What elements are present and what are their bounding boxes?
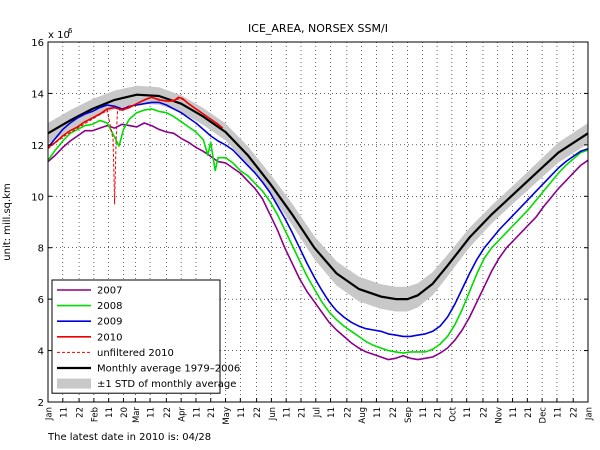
x-tick-label: 22 (389, 407, 399, 418)
x-tick-label: 11 (147, 407, 157, 418)
x-tick-label: 21 (434, 407, 444, 418)
axis-layer: 2 4 6 8 10 12 14 16 Jan 11 22 Feb 11 20 Mar 11 22 Apr 11 21… (31, 38, 594, 425)
series-layer (47, 93, 589, 361)
y-tick-label: 2 (38, 398, 44, 409)
y-multiplier-label: x 10 (48, 30, 70, 41)
x-tick-label: Aug (358, 407, 368, 424)
y-axis-label: unit: mill.sq.km (2, 183, 13, 260)
x-tick-label: Mar (132, 407, 142, 424)
y-multiplier-exponent: 6 (68, 27, 73, 35)
plot-frame (47, 41, 589, 403)
x-tick-label: 22 (479, 407, 489, 418)
y-tick-label: 10 (31, 192, 44, 203)
x-tick-label: 22 (343, 407, 353, 418)
legend-label: unfiltered 2010 (97, 348, 174, 359)
x-tick-label: 22 (570, 407, 580, 418)
x-tick-label: 11 (105, 407, 115, 418)
x-tick-label: 11 (463, 407, 473, 418)
y-tick-label: 6 (38, 295, 44, 306)
y-tick-label: 4 (38, 347, 44, 358)
std-band (48, 85, 588, 312)
x-tick-label: Oct (448, 406, 458, 421)
x-tick-label: 21 (207, 407, 217, 418)
x-tick-label: 11 (419, 407, 429, 418)
y-tick-label: 12 (31, 141, 44, 152)
series-line-2010 (47, 96, 224, 149)
x-tick-label: 22 (76, 407, 86, 418)
series-line-2007 (47, 122, 589, 361)
x-tick-label: 11 (237, 407, 247, 418)
x-tick-label: 22 (163, 407, 173, 418)
y-tick-label: 16 (31, 38, 44, 49)
latest-date-note: The latest date in 2010 is: 04/28 (48, 432, 212, 443)
x-tick-label: 21 (524, 407, 534, 418)
legend-label: Monthly average 1979–2006 (97, 364, 240, 375)
legend-swatch (57, 378, 91, 389)
legend-label: 2009 (97, 317, 122, 328)
series-line-2009 (47, 101, 589, 338)
x-tick-label: 11 (373, 407, 383, 418)
series-line-monthly-average (47, 93, 589, 301)
x-tick-label: 11 (553, 407, 563, 418)
x-tick-label: 21 (297, 407, 307, 418)
legend-label: 2010 (97, 332, 122, 343)
x-tick-label: Jan (45, 407, 55, 421)
x-tick-label: 20 (120, 407, 130, 418)
x-tick-label: 22 (253, 407, 263, 418)
x-tick-label: 11 (59, 407, 69, 418)
x-tick-label: Dec (539, 407, 549, 424)
legend-label: 2008 (97, 301, 122, 312)
y-tick-label: 14 (31, 89, 44, 100)
x-tick-label: 11 (509, 407, 519, 418)
x-tick-label: Apr (178, 407, 188, 422)
std-band-layer (48, 85, 588, 312)
x-tick-label: 11 (283, 407, 293, 418)
legend-label: ±1 STD of monthly average (97, 379, 236, 390)
x-tick-label: 11 (192, 407, 202, 418)
x-tick-label: Jan (585, 407, 595, 421)
y-tick-label: 8 (38, 244, 44, 255)
x-tick-label: Feb (90, 407, 100, 422)
x-tick-label: Jun (268, 407, 278, 421)
chart-title: ICE_AREA, NORSEX SSM/I (248, 22, 388, 35)
x-tick-label: 11 (327, 407, 337, 418)
series-line-2008 (47, 108, 589, 354)
x-tick-label: May (222, 407, 232, 425)
x-tick-label: Sep (404, 407, 414, 423)
legend-label: 2007 (97, 286, 122, 297)
x-tick-label: Nov (494, 407, 504, 424)
legend: 2007 2008 2009 2010 unfiltered 2010 Monthly a… (51, 279, 240, 394)
x-tick-label: Jul (312, 407, 322, 418)
